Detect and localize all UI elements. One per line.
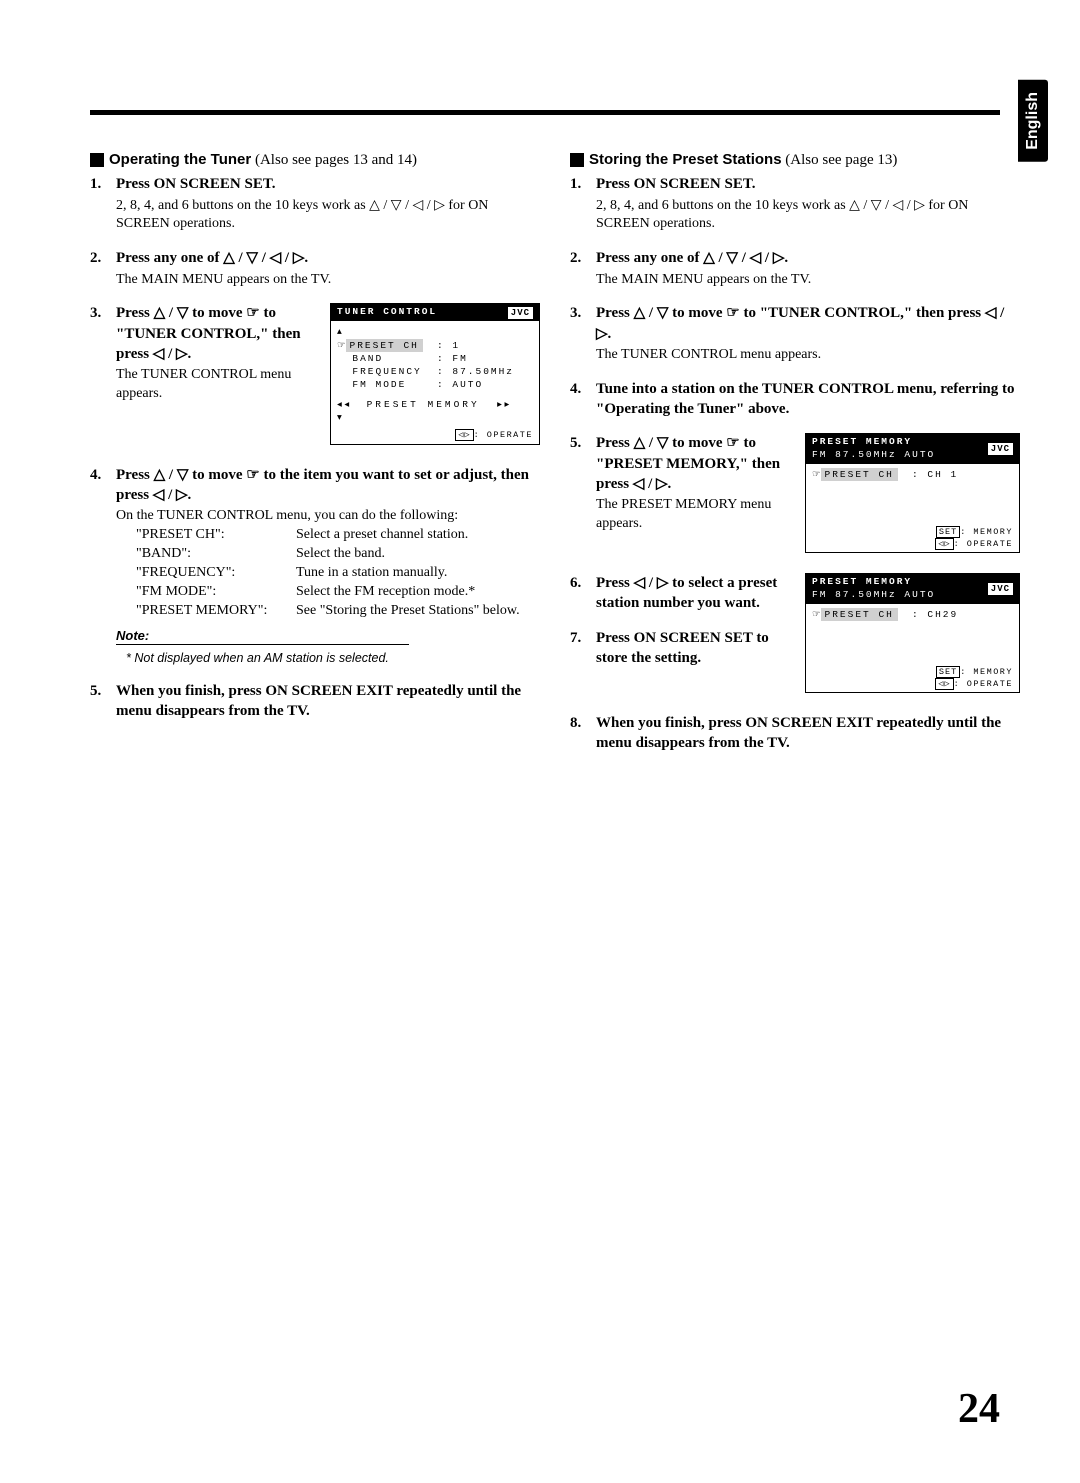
step-head: Press ON SCREEN SET. xyxy=(596,174,1020,194)
right-step-3: Press △ / ▽ to move ☞ to "TUNER CONTROL,… xyxy=(570,303,1020,364)
definition-list: "PRESET CH":Select a preset channel stat… xyxy=(136,526,540,620)
left-step-3: TUNER CONTROL JVC ▴ ☞PRESET CH : 1 xyxy=(90,303,540,450)
preset-memory-menu-1: PRESET MEMORY FM 87.50MHz AUTO JVC ☞PRES… xyxy=(805,433,1020,553)
jvc-badge: JVC xyxy=(508,307,533,319)
menu-row: FM MODE : AUTO xyxy=(337,378,533,391)
right-column: Storing the Preset Stations (Also see pa… xyxy=(570,150,1020,768)
menu-footer: ◁▷: OPERATE xyxy=(331,428,539,443)
jvc-badge: JVC xyxy=(988,583,1013,595)
step-head: Press any one of △ / ▽ / ◁ / ▷. xyxy=(596,248,1020,268)
bullet-square-icon xyxy=(570,153,584,167)
step-body: The MAIN MENU appears on the TV. xyxy=(596,271,1020,290)
menu-row: ☞PRESET CH : 1 xyxy=(337,339,533,352)
step-head: Tune into a station on the TUNER CONTROL… xyxy=(596,379,1020,420)
menu-sub: FM 87.50MHz AUTO xyxy=(812,449,935,460)
note-heading: Note: xyxy=(116,627,409,646)
step-head: Press ON SCREEN SET to store the setting… xyxy=(596,628,1020,669)
left-column: Operating the Tuner (Also see pages 13 a… xyxy=(90,150,540,768)
right-step-1: Press ON SCREEN SET. 2, 8, 4, and 6 butt… xyxy=(570,174,1020,234)
right-step-2: Press any one of △ / ▽ / ◁ / ▷. The MAIN… xyxy=(570,248,1020,289)
tuner-control-menu: TUNER CONTROL JVC ▴ ☞PRESET CH : 1 xyxy=(330,303,540,444)
step-head: When you finish, press ON SCREEN EXIT re… xyxy=(596,713,1020,754)
left-step-2: Press any one of △ / ▽ / ◁ / ▷. The MAIN… xyxy=(90,248,540,289)
step-body: On the TUNER CONTROL menu, you can do th… xyxy=(116,507,540,526)
left-step-1: Press ON SCREEN SET. 2, 8, 4, and 6 butt… xyxy=(90,174,540,234)
step-body: The TUNER CONTROL menu appears. xyxy=(596,346,1020,365)
left-heading-sub: (Also see pages 13 and 14) xyxy=(251,152,417,168)
menu-title: TUNER CONTROL xyxy=(337,306,437,319)
step-head: Press ON SCREEN SET. xyxy=(116,174,540,194)
right-step-7: Press ON SCREEN SET to store the setting… xyxy=(570,628,1020,699)
left-step-5: When you finish, press ON SCREEN EXIT re… xyxy=(90,681,540,722)
step-body: The MAIN MENU appears on the TV. xyxy=(116,271,540,290)
menu-row: FREQUENCY : 87.50MHz xyxy=(337,365,533,378)
step-body: 2, 8, 4, and 6 buttons on the 10 keys wo… xyxy=(116,197,540,235)
right-heading: Storing the Preset Stations (Also see pa… xyxy=(570,150,1020,170)
left-step-4: Press △ / ▽ to move ☞ to the item you wa… xyxy=(90,465,540,667)
left-heading: Operating the Tuner (Also see pages 13 a… xyxy=(90,150,540,170)
page-number: 24 xyxy=(958,1385,1000,1433)
menu-footer: SET: MEMORY ◁▷: OPERATE xyxy=(806,525,1019,552)
menu-title: PRESET MEMORY xyxy=(812,436,912,447)
menu-row: BAND : FM xyxy=(337,352,533,365)
jvc-badge: JVC xyxy=(988,443,1013,455)
step-head: Press any one of △ / ▽ / ◁ / ▷. xyxy=(116,248,540,268)
right-step-5: PRESET MEMORY FM 87.50MHz AUTO JVC ☞PRES… xyxy=(570,433,1020,559)
menu-title: PRESET MEMORY xyxy=(812,576,912,587)
menu-row: ☞PRESET CH : CH 1 xyxy=(812,468,1013,481)
right-heading-bold: Storing the Preset Stations xyxy=(589,151,782,168)
left-heading-bold: Operating the Tuner xyxy=(109,151,251,168)
menu-sub: FM 87.50MHz AUTO xyxy=(812,589,935,600)
right-step-6: PRESET MEMORY FM 87.50MHz AUTO JVC ☞PRES… xyxy=(570,573,1020,614)
step-head: Press △ / ▽ to move ☞ to "TUNER CONTROL,… xyxy=(596,303,1020,344)
right-step-4: Tune into a station on the TUNER CONTROL… xyxy=(570,379,1020,420)
bullet-square-icon xyxy=(90,153,104,167)
note-body: * Not displayed when an AM station is se… xyxy=(126,650,540,667)
step-body: 2, 8, 4, and 6 buttons on the 10 keys wo… xyxy=(596,197,1020,235)
right-heading-sub: (Also see page 13) xyxy=(782,152,898,168)
menu-row: ☞PRESET CH : CH29 xyxy=(812,608,1013,621)
step-head: Press △ / ▽ to move ☞ to the item you wa… xyxy=(116,465,540,506)
step-head: When you finish, press ON SCREEN EXIT re… xyxy=(116,681,540,722)
right-step-8: When you finish, press ON SCREEN EXIT re… xyxy=(570,713,1020,754)
